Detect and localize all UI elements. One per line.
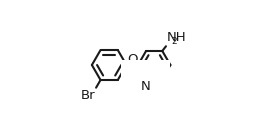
Text: 2: 2 xyxy=(172,37,178,46)
Text: NH: NH xyxy=(166,31,186,44)
Text: N: N xyxy=(140,80,150,93)
Text: O: O xyxy=(127,53,138,66)
Text: Br: Br xyxy=(81,89,96,102)
